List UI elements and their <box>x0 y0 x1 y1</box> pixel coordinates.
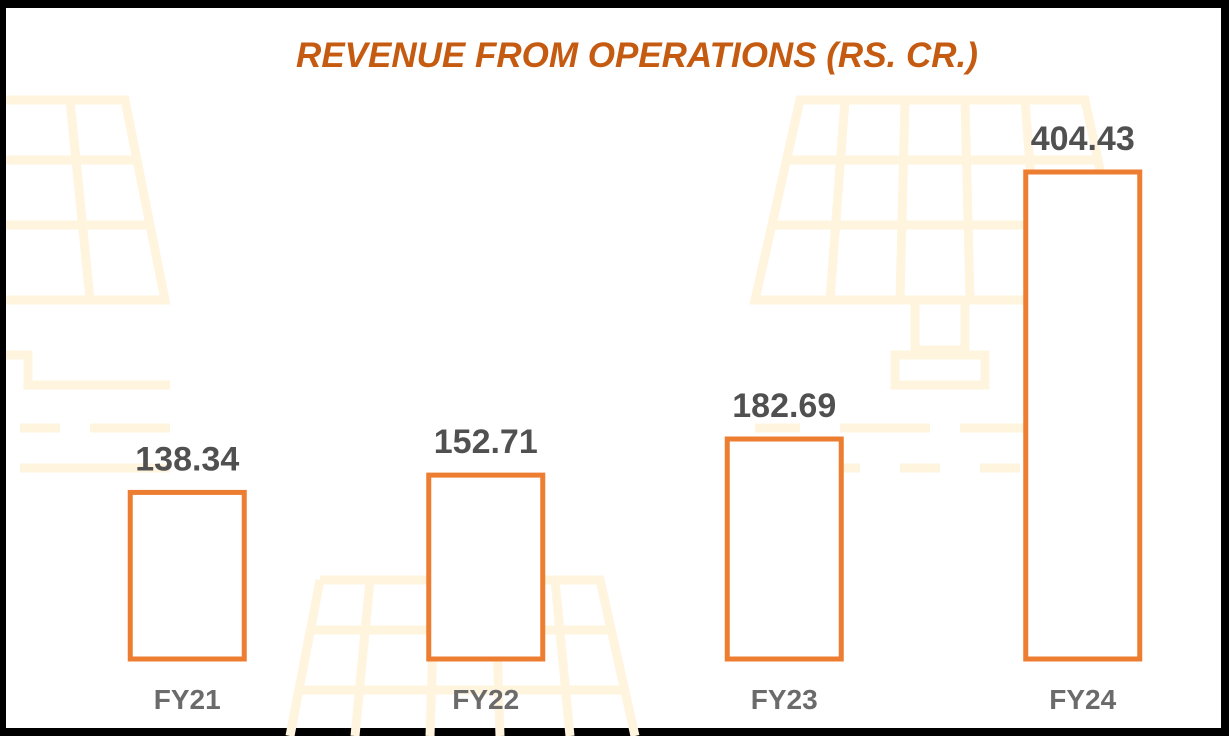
x-tick-label: FY23 <box>751 684 818 715</box>
value-label: 182.69 <box>732 387 836 425</box>
chart-title: REVENUE FROM OPERATIONS (RS. CR.) <box>296 36 978 75</box>
x-tick-label: FY21 <box>154 684 221 715</box>
bar <box>426 472 546 662</box>
value-label: 152.71 <box>434 423 538 461</box>
value-label: 138.34 <box>135 440 239 478</box>
bar <box>724 436 844 662</box>
x-tick-label: FY24 <box>1049 684 1116 715</box>
bar <box>127 489 247 662</box>
x-tick-label: FY22 <box>452 684 519 715</box>
value-label: 404.43 <box>1031 120 1135 158</box>
bar <box>1023 169 1143 662</box>
